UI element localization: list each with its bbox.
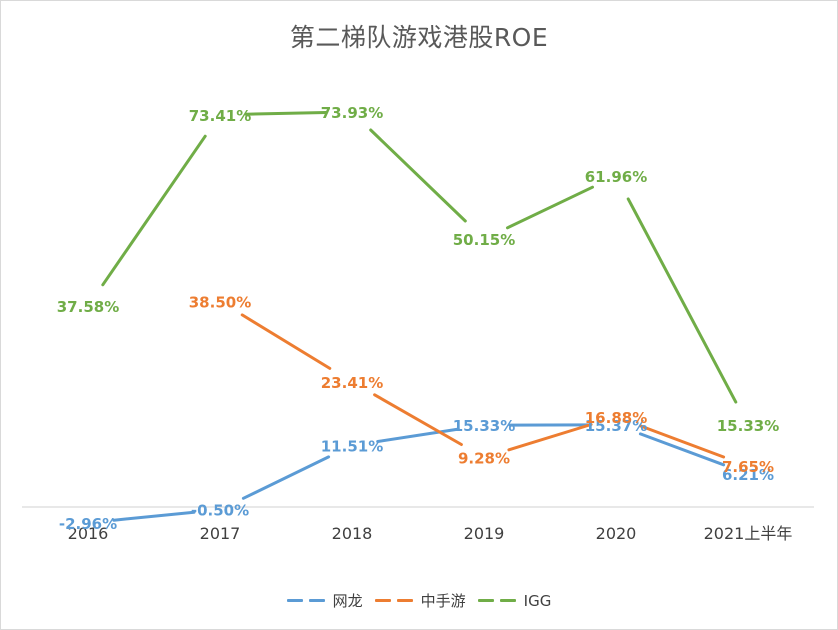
data-label-zhongshouyou: 38.50% — [189, 293, 251, 311]
series-line-zhongshouyou — [240, 313, 332, 370]
data-label-wanglong: -0.50% — [191, 502, 249, 520]
data-label-zhongshouyou: 9.28% — [458, 449, 510, 467]
data-label-zhongshouyou: 7.65% — [722, 458, 774, 476]
legend-item-igg: IGG — [477, 591, 552, 610]
series-line-zhongshouyou — [638, 424, 726, 459]
x-tick-labels: 2016 2017 2018 2019 2020 2021上半年 — [68, 524, 793, 543]
data-label-wanglong: 6.21% — [722, 466, 774, 484]
series-lines — [101, 111, 738, 522]
legend-item-zhongshouyou: 中手游 — [374, 590, 466, 611]
data-label-igg: 73.41% — [189, 107, 251, 125]
legend: 网龙 中手游 IGG — [0, 590, 838, 611]
data-label-zhongshouyou: 16.88% — [585, 409, 647, 427]
data-label-wanglong: -2.96% — [59, 515, 117, 533]
series-line-igg — [506, 185, 594, 230]
x-tick-label: 2018 — [332, 524, 373, 543]
legend-swatch — [477, 598, 518, 603]
series-line-wanglong — [638, 432, 726, 467]
data-label-wanglong: 15.37% — [585, 417, 647, 435]
data-label-igg: 61.96% — [585, 168, 647, 186]
x-tick-label: 2016 — [68, 524, 109, 543]
data-label-zhongshouyou: 23.41% — [321, 374, 383, 392]
series-line-igg — [244, 111, 328, 116]
x-tick-label: 2019 — [464, 524, 505, 543]
data-label-igg: 37.58% — [57, 298, 119, 316]
legend-label: 中手游 — [420, 592, 466, 610]
legend-swatch — [374, 598, 415, 603]
series-line-igg — [626, 197, 738, 404]
data-labels: -2.96% -0.50% 11.51% 15.33% 15.37% 6.21% 38.50… — [57, 104, 779, 533]
data-label-igg: 73.93% — [321, 104, 383, 122]
series-line-wanglong — [241, 455, 331, 500]
legend-label: 网龙 — [332, 592, 363, 610]
x-tick-label: 2020 — [596, 524, 637, 543]
x-tick-label: 2021上半年 — [704, 524, 793, 543]
data-label-igg: 15.33% — [717, 417, 779, 435]
series-line-zhongshouyou — [507, 423, 593, 452]
chart-title: 第二梯队游戏港股ROE — [289, 23, 549, 52]
series-line-igg — [369, 128, 467, 223]
data-label-igg: 50.15% — [453, 231, 515, 249]
data-label-wanglong: 11.51% — [321, 438, 383, 456]
series-line-wanglong — [112, 510, 196, 522]
legend-swatch — [286, 598, 327, 603]
legend-label: IGG — [523, 591, 552, 610]
legend-item-wanglong: 网龙 — [286, 590, 363, 611]
series-line-zhongshouyou — [373, 393, 463, 446]
data-label-wanglong: 15.33% — [453, 417, 515, 435]
series-line-igg — [101, 134, 207, 287]
x-tick-label: 2017 — [200, 524, 241, 543]
series-line-wanglong — [376, 427, 460, 443]
